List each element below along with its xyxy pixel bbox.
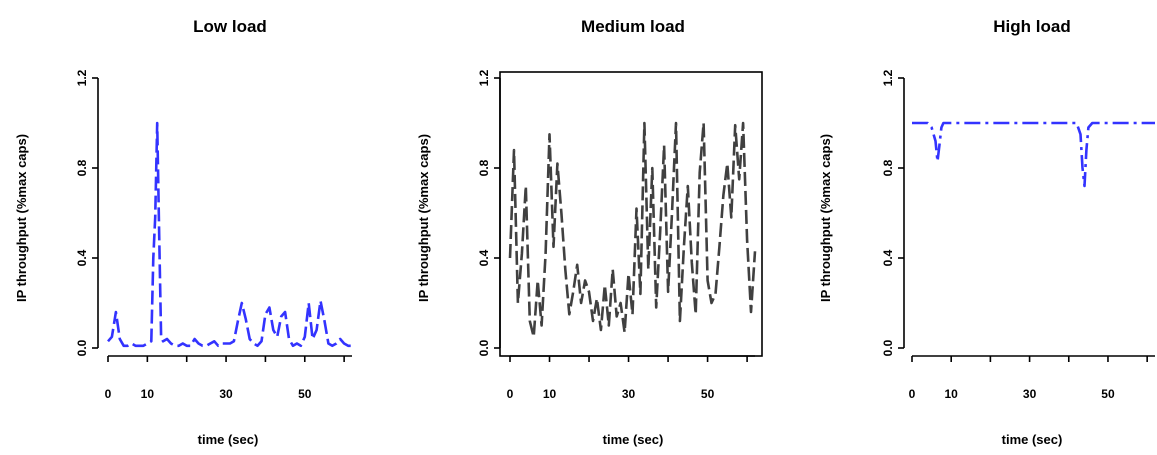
x-tick-label: 50 (298, 387, 312, 401)
y-tick-labels: 0.0 0.4 0.8 1.2 (881, 69, 895, 356)
y-axis-label: IP throughput (%max caps) (416, 134, 431, 302)
y-tick-label: 1.2 (881, 69, 895, 86)
chart-panel-low-load: Low load IP throughput (%max caps) time … (14, 17, 352, 447)
x-tick-label: 0 (909, 387, 916, 401)
x-tick-label: 30 (1023, 387, 1037, 401)
x-axis-label: time (sec) (1002, 432, 1063, 447)
plot-area (508, 121, 757, 339)
y-tick-label: 0.0 (477, 339, 491, 356)
y-tick-label: 0.8 (477, 159, 491, 176)
plot-frame (499, 71, 763, 357)
plot-area (912, 121, 1155, 188)
series-line (912, 121, 1155, 188)
axes (898, 77, 1155, 362)
x-tick-labels: 0 10 30 50 (105, 387, 312, 401)
x-tick-label: 50 (1101, 387, 1115, 401)
y-tick-label: 0.4 (881, 249, 895, 266)
chart-panel-high-load: High load IP throughput (%max caps) time… (818, 17, 1155, 447)
x-tick-label: 10 (543, 387, 557, 401)
x-tick-label: 10 (141, 387, 155, 401)
x-tick-labels: 0 10 30 50 (507, 387, 715, 401)
x-tick-label: 30 (219, 387, 233, 401)
x-tick-label: 50 (701, 387, 715, 401)
x-tick-labels: 0 10 30 50 (909, 387, 1115, 401)
y-tick-label: 0.8 (75, 159, 89, 176)
y-tick-label: 1.2 (477, 69, 491, 86)
y-tick-labels: 0.0 0.4 0.8 1.2 (477, 69, 491, 356)
chart-title: Medium load (581, 17, 685, 36)
y-tick-label: 0.8 (881, 159, 895, 176)
y-tick-label: 0.4 (75, 249, 89, 266)
y-tick-label: 0.4 (477, 249, 491, 266)
y-axis-label: IP throughput (%max caps) (14, 134, 29, 302)
axes (494, 71, 763, 362)
series-line (107, 121, 352, 348)
axes (92, 77, 352, 362)
y-axis-label: IP throughput (%max caps) (818, 134, 833, 302)
x-tick-label: 10 (945, 387, 959, 401)
chart-title: Low load (193, 17, 267, 36)
chart-panel-medium-load: Medium load IP throughput (%max caps) ti… (416, 17, 763, 447)
y-tick-label: 1.2 (75, 69, 89, 86)
series-line (508, 121, 757, 339)
y-tick-label: 0.0 (881, 339, 895, 356)
x-axis-label: time (sec) (198, 432, 259, 447)
y-tick-label: 0.0 (75, 339, 89, 356)
x-tick-label: 0 (507, 387, 514, 401)
x-tick-label: 0 (105, 387, 112, 401)
chart-title: High load (993, 17, 1070, 36)
y-tick-labels: 0.0 0.4 0.8 1.2 (75, 69, 89, 356)
plot-area (107, 121, 352, 348)
x-tick-label: 30 (622, 387, 636, 401)
x-axis-label: time (sec) (603, 432, 664, 447)
